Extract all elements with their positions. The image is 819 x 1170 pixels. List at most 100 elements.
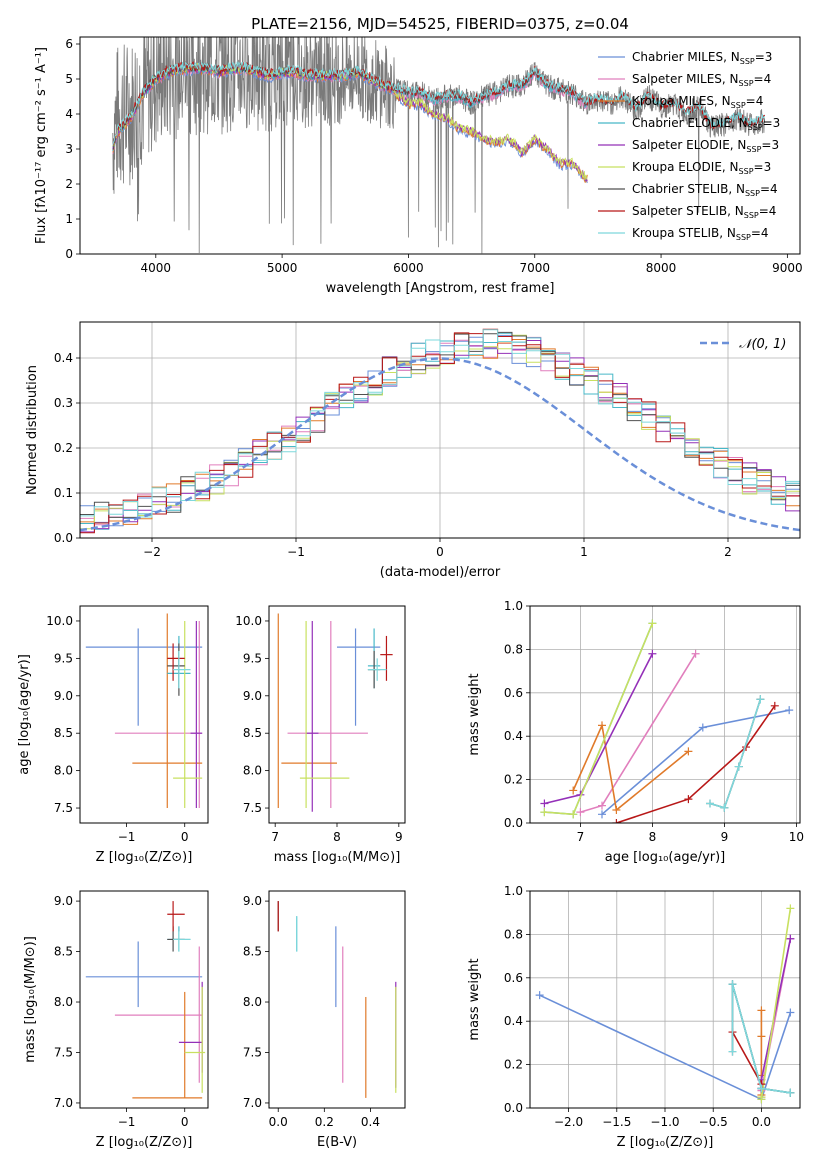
x-axis-label: Z [log₁₀(Z/Z⊙)] <box>96 850 193 865</box>
panel-mass-vs-Z: −1 0 7.0 7.5 8.0 8.5 9.0 Z [log₁₀(Z/Z⊙)] mass [l… <box>23 890 209 1150</box>
plot-area <box>535 904 795 1104</box>
x-axis-label: Z [log₁₀(Z/Z⊙)] <box>617 1135 714 1150</box>
legend-label-text: Kroupa ELODIE, N <box>632 160 739 174</box>
weight-marker <box>786 1088 795 1097</box>
panel-mass-vs-EBV: 0.0 0.2 0.4 7.0 7.5 8.0 8.5 9.0 E(B-V) <box>243 890 406 1150</box>
legend-label: Chabrier ELODIE, NSSP=3 <box>632 116 780 132</box>
plot-area <box>277 901 397 1098</box>
y-tick-label: 0.4 <box>504 729 523 743</box>
x-axis-label: (data-model)/error <box>380 565 501 580</box>
y-tick-label: 9.0 <box>243 689 262 703</box>
x-tick-label: 0.0 <box>269 1115 288 1129</box>
y-tick-label: 8.0 <box>243 764 262 778</box>
y-tick-label: 0.2 <box>504 1058 523 1072</box>
weight-marker <box>720 803 729 812</box>
x-tick-label: −1 <box>287 545 305 559</box>
x-axis-label: age [log₁₀(age/yr)] <box>605 850 726 865</box>
panel-spectrum: 4000 5000 6000 7000 8000 9000 0 1 2 3 4 5 6 wavelengt… <box>34 36 803 296</box>
legend-label: Chabrier STELIB, NSSP=4 <box>632 182 778 198</box>
y-tick-label: 9.0 <box>243 894 262 908</box>
weight-marker <box>785 706 794 715</box>
weight-marker <box>770 701 779 710</box>
x-tick-label: −0.5 <box>699 1115 728 1129</box>
axes-frame <box>529 605 801 824</box>
x-axis-label: E(B-V) <box>317 1135 357 1150</box>
legend-label: 𝒩(0, 1) <box>739 337 786 352</box>
y-tick-label: 0.4 <box>504 1014 523 1028</box>
weight-marker <box>757 1032 766 1041</box>
weight-line <box>731 1031 763 1085</box>
x-tick-label: 5000 <box>267 261 298 275</box>
legend-label-text: Kroupa STELIB, N <box>632 226 736 240</box>
legend-label: Kroupa MILES, NSSP=4 <box>632 94 763 110</box>
legend-label-suffix: =4 <box>759 204 777 218</box>
weight-marker <box>757 1084 766 1093</box>
legend-label-suffix: =4 <box>751 226 769 240</box>
legend-label-suffix: =3 <box>754 160 772 174</box>
x-tick-label: 0.2 <box>315 1115 334 1129</box>
legend-label: Salpeter ELODIE, NSSP=3 <box>632 138 779 154</box>
y-tick-label: 9.5 <box>243 651 262 665</box>
weight-line <box>760 908 792 1100</box>
y-tick-label: 7.5 <box>243 1045 262 1059</box>
plot-area <box>540 619 794 823</box>
y-tick-label: 0.6 <box>504 686 523 700</box>
weight-marker <box>728 1047 737 1056</box>
x-tick-label: 8 <box>333 830 341 844</box>
x-tick-label: 8000 <box>646 261 677 275</box>
weight-marker <box>734 762 743 771</box>
normal-curve <box>80 357 800 532</box>
weight-marker <box>757 1006 766 1015</box>
panel-weight-vs-age: 7 8 9 10 0.0 0.2 0.4 0.6 0.8 1.0 age [log₁₀(age/yr… <box>467 599 804 865</box>
legend-label-text: Salpeter ELODIE, N <box>632 138 746 152</box>
y-tick-label: 2 <box>65 177 73 191</box>
x-axis-label: wavelength [Angstrom, rest frame] <box>326 281 555 296</box>
weight-line <box>544 653 654 805</box>
y-tick-label: 0.6 <box>504 971 523 985</box>
legend-label-suffix: =3 <box>763 116 781 130</box>
y-tick-label: 0.4 <box>54 351 73 365</box>
axes-frame <box>268 890 406 1109</box>
legend-label-sub: SSP <box>740 57 755 66</box>
weight-marker <box>569 810 578 819</box>
axes-frame <box>79 36 801 255</box>
weight-marker <box>540 799 549 808</box>
weight-marker <box>598 721 606 730</box>
y-tick-label: 9.5 <box>54 651 73 665</box>
observed-spectrum <box>112 37 765 254</box>
y-tick-label: 8.5 <box>243 726 262 740</box>
x-tick-label: 10 <box>789 830 804 844</box>
x-tick-label: 0 <box>181 830 189 844</box>
axes-frame <box>268 605 406 824</box>
weight-marker <box>569 786 578 795</box>
axes-frame <box>79 605 209 824</box>
residual-histogram <box>80 329 800 535</box>
legend-label-text: Chabrier MILES, N <box>632 50 740 64</box>
y-tick-label: 10.0 <box>235 614 262 628</box>
y-tick-label: 7.5 <box>243 801 262 815</box>
weight-marker <box>612 819 621 823</box>
x-tick-label: 6000 <box>393 261 424 275</box>
y-tick-label: 8.5 <box>54 945 73 959</box>
weight-line <box>580 653 697 813</box>
x-tick-label: −1 <box>118 1115 136 1129</box>
weight-marker <box>786 934 795 943</box>
x-axis-label: Z [log₁₀(Z/Z⊙)] <box>96 1135 193 1150</box>
y-tick-label: 0.0 <box>54 531 73 545</box>
weight-marker <box>698 723 707 732</box>
x-tick-label: −1.0 <box>650 1115 679 1129</box>
weight-line <box>709 699 762 809</box>
weight-marker <box>576 808 585 817</box>
y-tick-label: 8.0 <box>54 764 73 778</box>
legend-label-sub: SSP <box>739 167 754 176</box>
y-tick-label: 6 <box>65 37 73 51</box>
x-tick-label: 1 <box>580 545 588 559</box>
y-tick-label: 8.0 <box>243 995 262 1009</box>
y-tick-label: 1 <box>65 212 73 226</box>
y-tick-label: 0.8 <box>504 642 523 656</box>
y-axis-label: mass weight <box>467 673 482 755</box>
legend-label: Salpeter STELIB, NSSP=4 <box>632 204 776 220</box>
weight-line <box>709 699 762 809</box>
model-line <box>112 66 588 184</box>
